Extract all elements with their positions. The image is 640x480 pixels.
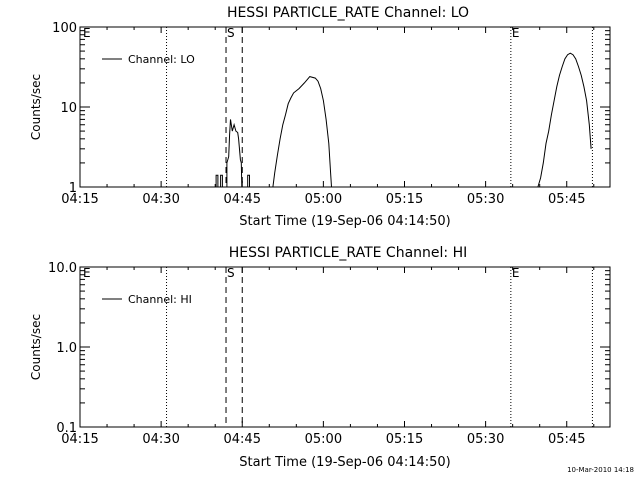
- panel-lo: HESSI PARTICLE_RATE Channel: LO E S E Chan…: [29, 5, 611, 229]
- x-tick-label: 04:15: [61, 192, 98, 207]
- y-tick-label: 100: [52, 21, 77, 36]
- x-tick-label: 05:45: [548, 432, 585, 447]
- y-tick-label: 1: [69, 181, 77, 196]
- legend-label-lo: Channel: LO: [128, 53, 195, 66]
- x-tick-label: 05:00: [305, 432, 342, 447]
- marker-label: E: [83, 266, 91, 280]
- series-segment: [247, 174, 250, 187]
- x-tick-label: 05:15: [386, 192, 423, 207]
- series-segment: [537, 52, 592, 188]
- x-tick-label: 04:30: [142, 432, 179, 447]
- x-tick-label: 05:00: [305, 192, 342, 207]
- marker-label: S: [227, 26, 235, 40]
- x-tick-label: 04:15: [61, 432, 98, 447]
- panel-hi-yticks: 0.1 1.0 10.0: [48, 261, 610, 436]
- series-segment: [226, 119, 243, 188]
- marker-label: E: [83, 26, 91, 40]
- x-tick-label: 05:15: [386, 432, 423, 447]
- panel-lo-series: [215, 52, 592, 188]
- footer-timestamp: 10-Mar-2010 14:18: [567, 466, 634, 474]
- panel-hi-xticks: 04:15 04:30 04:45 05:00 05:15 05:30 05:45: [61, 267, 595, 447]
- x-tick-label: 04:45: [224, 192, 261, 207]
- x-tick-label: 04:30: [142, 192, 179, 207]
- series-segment: [220, 174, 223, 187]
- x-tick-label: 05:45: [548, 192, 585, 207]
- y-tick-label: 10: [60, 101, 77, 116]
- x-tick-label: 05:30: [467, 432, 504, 447]
- panel-lo-yticks: 1 10 100: [52, 21, 610, 196]
- panel-hi-frame: [79, 266, 611, 428]
- panel-lo-xticks: 04:15 04:30 04:45 05:00 05:15 05:30 05:45: [61, 27, 595, 207]
- panel-hi: HESSI PARTICLE_RATE Channel: HI E S E Chan…: [29, 245, 611, 470]
- marker-label: S: [227, 266, 235, 280]
- panel-hi-title: HESSI PARTICLE_RATE Channel: HI: [229, 245, 467, 261]
- marker-label: E: [512, 266, 520, 280]
- y-tick-label: 10.0: [48, 261, 77, 276]
- y-tick-label: 0.1: [56, 421, 77, 436]
- y-tick-label: 1.0: [56, 341, 77, 356]
- series-segment: [272, 76, 332, 188]
- series-segment: [215, 174, 219, 187]
- x-tick-label: 05:30: [467, 192, 504, 207]
- legend-label-hi: Channel: HI: [128, 293, 192, 306]
- panel-lo-title: HESSI PARTICLE_RATE Channel: LO: [227, 5, 469, 21]
- panel-lo-xlabel: Start Time (19-Sep-06 04:14:50): [239, 214, 450, 229]
- panel-hi-legend: Channel: HI: [102, 293, 192, 306]
- panel-lo-ylabel: Counts/sec: [29, 74, 43, 140]
- panel-lo-legend: Channel: LO: [102, 53, 195, 66]
- panel-hi-ylabel: Counts/sec: [29, 314, 43, 380]
- x-tick-label: 04:45: [224, 432, 261, 447]
- panel-hi-xlabel: Start Time (19-Sep-06 04:14:50): [239, 455, 450, 470]
- marker-label: E: [512, 26, 520, 40]
- panel-lo-frame: [79, 26, 611, 188]
